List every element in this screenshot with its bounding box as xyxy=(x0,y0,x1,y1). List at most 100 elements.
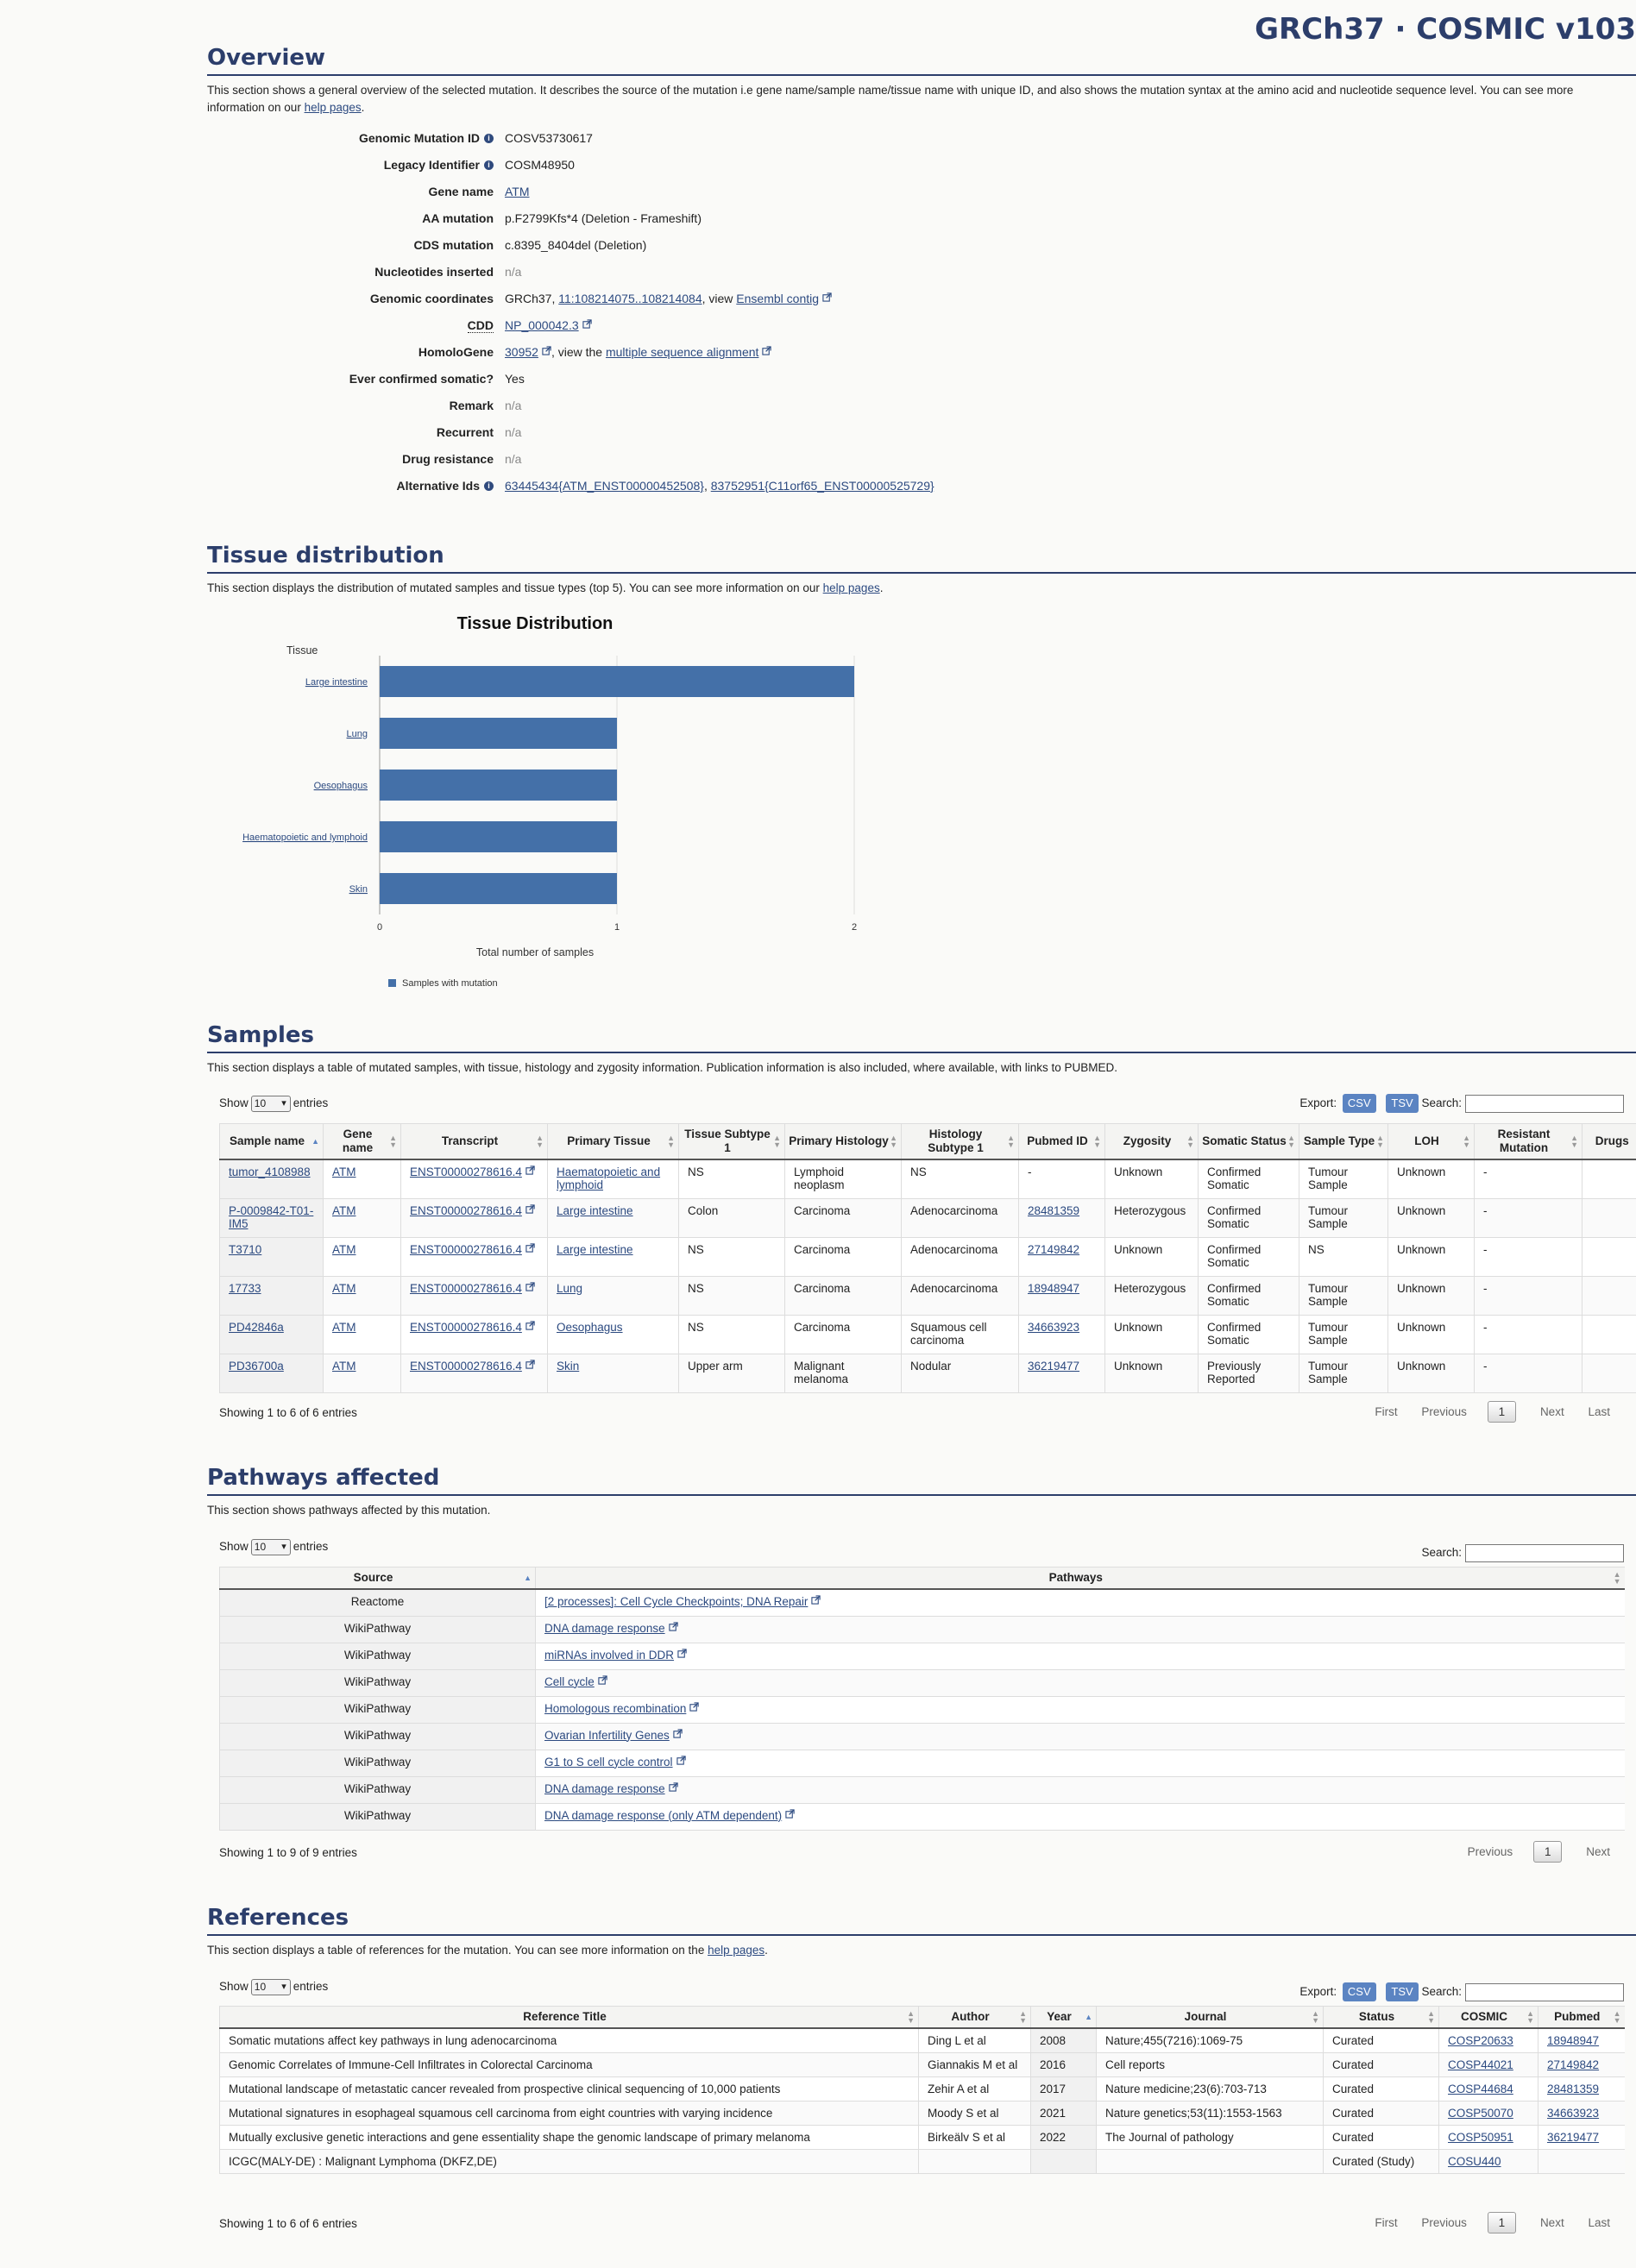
cell-link[interactable]: PD36700a xyxy=(229,1359,284,1373)
column-header-cosmic[interactable]: COSMIC ▲ ▼ xyxy=(1438,2006,1538,2029)
info-icon[interactable]: i xyxy=(484,481,494,491)
tissue-help-link[interactable]: help pages xyxy=(822,581,880,594)
next-page-button[interactable]: Next xyxy=(1586,1845,1610,1858)
bar-skin[interactable] xyxy=(380,873,617,904)
cell-link[interactable]: COSP50070 xyxy=(1448,2107,1513,2120)
cell-link[interactable]: COSP20633 xyxy=(1448,2034,1513,2047)
cell-link[interactable]: ENST00000278616.4 xyxy=(410,1359,522,1373)
category-label-skin[interactable]: Skin xyxy=(349,884,368,895)
bar-lung[interactable] xyxy=(380,718,617,749)
cell-link[interactable]: 17733 xyxy=(229,1281,261,1295)
tsv-export-button[interactable]: TSV xyxy=(1386,1094,1419,1113)
references-search-input[interactable] xyxy=(1465,1982,1624,2001)
column-header-source[interactable]: Source ▲ xyxy=(219,1567,536,1590)
cell-link[interactable]: 18948947 xyxy=(1028,1281,1080,1295)
cell-link[interactable]: 27149842 xyxy=(1028,1242,1080,1256)
next-page-button[interactable]: Next xyxy=(1539,1405,1564,1418)
cell-link[interactable]: Skin xyxy=(557,1359,580,1373)
cell-link[interactable]: ENST00000278616.4 xyxy=(410,1320,522,1334)
pathway-link[interactable]: Homologous recombination xyxy=(544,1701,687,1715)
cell-link[interactable]: Lung xyxy=(557,1281,583,1295)
pathway-link[interactable]: Ovarian Infertility Genes xyxy=(544,1728,670,1742)
bar-large-intestine[interactable] xyxy=(380,666,854,697)
cell-link[interactable]: T3710 xyxy=(229,1242,262,1256)
cell-link[interactable]: ATM xyxy=(332,1281,356,1295)
pathway-link[interactable]: [2 processes]: Cell Cycle Checkpoints; D… xyxy=(544,1595,809,1608)
pathway-link[interactable]: G1 to S cell cycle control xyxy=(544,1755,673,1769)
page-size-select[interactable]: 10 xyxy=(250,1979,291,1995)
page-size-select[interactable]: 10 xyxy=(250,1539,291,1555)
cell-link[interactable]: Large intestine xyxy=(557,1242,633,1256)
cell-link[interactable]: 34663923 xyxy=(1547,2107,1600,2120)
category-label-haematopoietic-and-lymphoid[interactable]: Haematopoietic and lymphoid xyxy=(242,832,368,843)
previous-page-button[interactable]: Previous xyxy=(1421,2216,1467,2229)
column-header-zygosity[interactable]: Zygosity ▲ ▼ xyxy=(1104,1123,1199,1160)
column-header-pubmed-id[interactable]: Pubmed ID ▲ ▼ xyxy=(1018,1123,1105,1160)
cell-link[interactable]: ENST00000278616.4 xyxy=(410,1203,522,1217)
previous-page-button[interactable]: Previous xyxy=(1421,1405,1467,1418)
pathway-link[interactable]: Cell cycle xyxy=(544,1674,595,1688)
next-page-button[interactable]: Next xyxy=(1539,2216,1564,2229)
column-header-resistant-mutation[interactable]: Resistant Mutation ▲ ▼ xyxy=(1474,1123,1583,1160)
column-header-transcript[interactable]: Transcript ▲ ▼ xyxy=(400,1123,548,1160)
cell-link[interactable]: tumor_4108988 xyxy=(229,1165,311,1178)
info-icon[interactable]: i xyxy=(484,160,494,170)
cell-link[interactable]: ENST00000278616.4 xyxy=(410,1242,522,1256)
tsv-export-button[interactable]: TSV xyxy=(1386,1982,1419,2001)
column-header-pathways[interactable]: Pathways ▲ ▼ xyxy=(535,1567,1625,1590)
cell-link[interactable]: ATM xyxy=(332,1165,356,1178)
cell-link[interactable]: 27149842 xyxy=(1547,2058,1600,2071)
cell-link[interactable]: ATM xyxy=(332,1203,356,1217)
column-header-reference-title[interactable]: Reference Title ▲ ▼ xyxy=(219,2006,919,2029)
column-header-sample-type[interactable]: Sample Type ▲ ▼ xyxy=(1299,1123,1388,1160)
first-page-button[interactable]: First xyxy=(1375,1405,1398,1418)
pathway-link[interactable]: DNA damage response xyxy=(544,1621,665,1635)
cell-link[interactable]: ENST00000278616.4 xyxy=(410,1281,522,1295)
msa-link[interactable]: multiple sequence alignment xyxy=(605,345,759,359)
alternative-id-link-2[interactable]: 83752951{C11orf65_ENST00000525729} xyxy=(710,479,934,493)
overview-help-link[interactable]: help pages xyxy=(304,101,362,114)
category-label-large-intestine[interactable]: Large intestine xyxy=(305,677,368,688)
cell-link[interactable]: COSP44684 xyxy=(1448,2083,1513,2095)
column-header-gene-name[interactable]: Gene name ▲ ▼ xyxy=(323,1123,401,1160)
cell-link[interactable]: 36219477 xyxy=(1028,1359,1080,1373)
pathway-link[interactable]: miRNAs involved in DDR xyxy=(544,1648,675,1662)
cell-link[interactable]: 28481359 xyxy=(1547,2083,1600,2095)
cell-link[interactable]: Haematopoietic and lymphoid xyxy=(557,1165,661,1191)
previous-page-button[interactable]: Previous xyxy=(1467,1845,1513,1858)
column-header-primary-tissue[interactable]: Primary Tissue ▲ ▼ xyxy=(547,1123,679,1160)
pathway-link[interactable]: DNA damage response (only ATM dependent) xyxy=(544,1808,783,1822)
column-header-tissue-subtype-1[interactable]: Tissue Subtype 1 ▲ ▼ xyxy=(678,1123,785,1160)
column-header-sample-name[interactable]: Sample name ▲ xyxy=(219,1123,324,1160)
cell-link[interactable]: PD42846a xyxy=(229,1320,284,1334)
column-header-histology-subtype-1[interactable]: Histology Subtype 1 ▲ ▼ xyxy=(901,1123,1019,1160)
cell-link[interactable]: COSU440 xyxy=(1448,2155,1501,2168)
page-1-button[interactable]: 1 xyxy=(1532,1841,1563,1863)
cell-link[interactable]: ATM xyxy=(332,1320,356,1334)
ensembl-contig-link[interactable]: Ensembl contig xyxy=(736,292,820,305)
cell-link[interactable]: 28481359 xyxy=(1028,1203,1080,1217)
pathways-search-input[interactable] xyxy=(1465,1544,1624,1562)
cell-link[interactable]: Large intestine xyxy=(557,1203,633,1217)
column-header-pubmed[interactable]: Pubmed ▲ ▼ xyxy=(1538,2006,1625,2029)
column-header-year[interactable]: Year ▲ xyxy=(1030,2006,1097,2029)
category-label-lung[interactable]: Lung xyxy=(347,729,368,739)
csv-export-button[interactable]: CSV xyxy=(1342,1982,1376,2001)
column-header-loh[interactable]: LOH ▲ ▼ xyxy=(1387,1123,1475,1160)
alternative-id-link-1[interactable]: 63445434{ATM_ENST00000452508} xyxy=(505,479,704,493)
gene-name-link[interactable]: ATM xyxy=(505,185,530,198)
page-1-button[interactable]: 1 xyxy=(1487,2212,1517,2233)
column-header-author[interactable]: Author ▲ ▼ xyxy=(918,2006,1031,2029)
coordinates-link[interactable]: 11:108214075..108214084 xyxy=(558,292,702,305)
page-size-select[interactable]: 10 xyxy=(250,1096,291,1112)
column-header-status[interactable]: Status ▲ ▼ xyxy=(1323,2006,1439,2029)
cell-link[interactable]: COSP50951 xyxy=(1448,2131,1513,2144)
column-header-somatic-status[interactable]: Somatic Status ▲ ▼ xyxy=(1198,1123,1299,1160)
samples-search-input[interactable] xyxy=(1465,1094,1624,1113)
csv-export-button[interactable]: CSV xyxy=(1342,1094,1376,1113)
pathway-link[interactable]: DNA damage response xyxy=(544,1781,665,1795)
bar-haematopoietic-and-lymphoid[interactable] xyxy=(380,821,617,852)
references-help-link[interactable]: help pages xyxy=(708,1944,765,1957)
cell-link[interactable]: ATM xyxy=(332,1359,356,1373)
cell-link[interactable]: ATM xyxy=(332,1242,356,1256)
